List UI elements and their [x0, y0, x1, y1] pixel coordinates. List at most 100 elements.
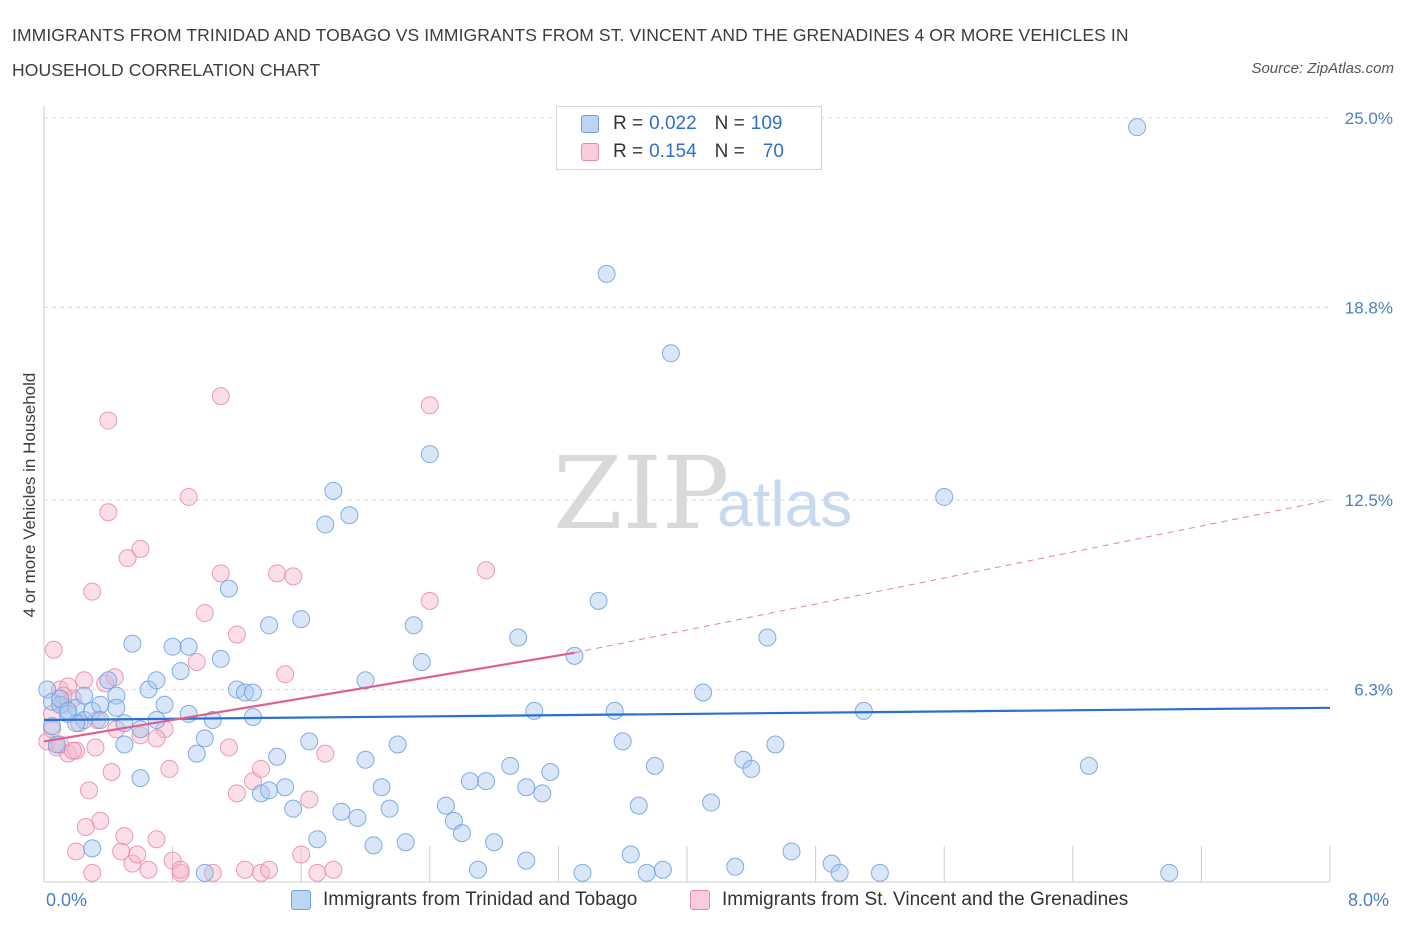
data-point: [260, 860, 279, 879]
trend-line-pink: [43, 651, 575, 743]
legend-n-label: N =: [714, 141, 745, 162]
legend-swatch-pink: [581, 143, 599, 161]
data-point: [276, 778, 295, 797]
x-tick-min: 0.0%: [46, 890, 88, 910]
data-point: [123, 634, 142, 653]
data-point: [102, 762, 121, 781]
data-point: [597, 264, 616, 283]
data-point: [76, 817, 95, 836]
data-point: [163, 637, 182, 656]
legend-n-value: 70: [762, 141, 784, 162]
data-point: [115, 735, 134, 754]
data-point: [541, 762, 560, 781]
data-point: [436, 796, 455, 815]
data-point: [195, 729, 214, 748]
data-point: [460, 772, 479, 791]
chart-title: IMMIGRANTS FROM TRINIDAD AND TOBAGO VS I…: [12, 25, 1129, 80]
data-point: [565, 646, 584, 665]
data-point: [107, 698, 126, 717]
data-point: [86, 738, 105, 757]
data-point: [477, 772, 496, 791]
data-point: [284, 799, 303, 818]
y-tick-labels: 6.3% 12.5% 18.8% 25.0%: [1345, 109, 1393, 699]
data-point: [211, 649, 230, 668]
watermark-zip: ZIP: [553, 435, 729, 552]
bottom-legend-label: Immigrants from St. Vincent and the Gren…: [722, 889, 1129, 910]
data-point: [211, 564, 230, 583]
data-point: [260, 781, 279, 800]
data-point: [605, 701, 624, 720]
data-point: [147, 671, 166, 690]
data-point: [75, 686, 94, 705]
data-point: [308, 863, 327, 882]
data-point: [123, 854, 142, 873]
axes: [43, 106, 1331, 883]
data-point: [300, 790, 319, 809]
data-point: [91, 695, 110, 714]
data-point: [219, 579, 238, 598]
data-point: [118, 549, 137, 568]
legend-r-value: 0.022: [649, 113, 697, 134]
data-point: [160, 759, 179, 778]
data-point: [388, 735, 407, 754]
data-point: [96, 674, 115, 693]
legend-row-pink: R = 0.154 N = 70: [581, 139, 784, 165]
data-point: [517, 851, 536, 870]
data-point: [179, 637, 198, 656]
data-point: [613, 732, 632, 751]
data-point: [830, 863, 849, 882]
data-point: [235, 860, 254, 879]
grid: [44, 117, 1330, 690]
data-point: [195, 863, 214, 882]
data-point: [621, 845, 640, 864]
data-point: [645, 756, 664, 775]
data-point: [219, 738, 238, 757]
data-point: [179, 487, 198, 506]
bottom-legend-swatch-blue: [291, 890, 311, 910]
data-point: [509, 628, 528, 647]
bottom-legend-swatch-pink: [690, 890, 710, 910]
series-pink-points: [38, 387, 496, 882]
data-point: [227, 784, 246, 803]
bottom-legend: Immigrants from Trinidad and Tobago Immi…: [0, 889, 1406, 915]
data-point: [139, 860, 158, 879]
data-point: [340, 506, 359, 525]
data-point: [99, 671, 118, 690]
data-point: [211, 387, 230, 406]
data-point: [203, 711, 222, 730]
data-point: [766, 735, 785, 754]
data-point: [59, 701, 78, 720]
source-label: Source: ZipAtlas.com: [1251, 60, 1394, 77]
data-point: [83, 582, 102, 601]
data-point: [694, 683, 713, 702]
watermark: ZIP atlas: [553, 435, 852, 552]
data-point: [533, 784, 552, 803]
data-point: [107, 686, 126, 705]
legend-r-label: R =: [613, 141, 644, 162]
data-point: [726, 857, 745, 876]
data-point: [348, 808, 367, 827]
data-point: [702, 793, 721, 812]
data-point: [155, 695, 174, 714]
data-point: [525, 701, 544, 720]
data-point: [147, 830, 166, 849]
data-point: [83, 839, 102, 858]
data-point: [854, 701, 873, 720]
y-tick-label: 18.8%: [1345, 298, 1393, 317]
data-point: [316, 744, 335, 763]
data-point: [227, 625, 246, 644]
data-point: [243, 683, 262, 702]
data-point: [99, 411, 118, 430]
legend: R = 0.022 N = 109 R = 0.154 N = 70: [556, 106, 822, 170]
data-point: [396, 833, 415, 852]
data-point: [187, 744, 206, 763]
data-point: [284, 567, 303, 586]
data-point: [171, 662, 190, 681]
y-tick-label: 25.0%: [1345, 109, 1393, 128]
data-point: [412, 652, 431, 671]
x-tick-max: 8.0%: [1348, 890, 1390, 910]
data-point: [420, 396, 439, 415]
watermark-atlas: atlas: [717, 468, 852, 540]
data-point: [316, 515, 335, 534]
data-point: [485, 833, 504, 852]
